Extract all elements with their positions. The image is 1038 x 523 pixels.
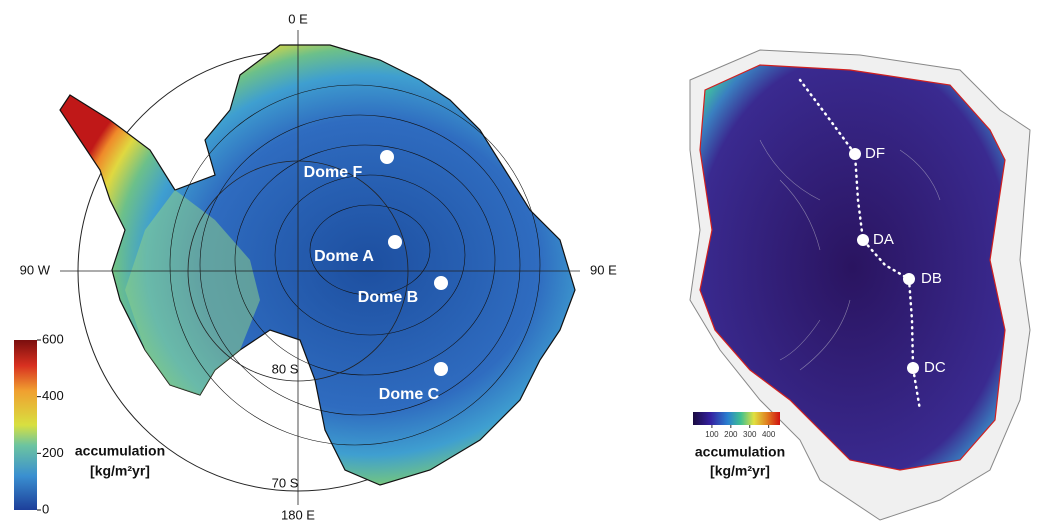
- colorbar-tick-label: 200: [42, 445, 64, 460]
- colorbar-tick-label: 400: [42, 388, 64, 403]
- colorbar-unit: [kg/m²yr]: [710, 463, 770, 479]
- site-marker: [849, 148, 861, 160]
- dome-label: Dome B: [358, 289, 418, 306]
- dome-region-map: DF DA DB DC accumulation [kg/m²yr]: [690, 50, 1030, 520]
- site-marker: [907, 362, 919, 374]
- colorbar-title: accumulation: [695, 444, 785, 460]
- colorbar: [693, 412, 780, 425]
- colorbar-tick-label: 400: [762, 430, 776, 439]
- dome-marker: [388, 235, 402, 249]
- figure: 0 E 180 E 90 W 90 E 80 S 70 S Dome F Dom…: [0, 0, 1038, 523]
- colorbar: [14, 340, 37, 510]
- accumulation-field: [700, 65, 1005, 470]
- dome-label: Dome C: [379, 386, 440, 403]
- meridian-label: 90 E: [590, 262, 617, 277]
- meridian-label: 90 W: [20, 262, 51, 277]
- dome-marker: [434, 276, 448, 290]
- colorbar-tick-label: 100: [705, 430, 719, 439]
- site-label: DF: [865, 145, 885, 162]
- colorbar-tick-label: 0: [42, 501, 49, 516]
- latitude-label: 80 S: [272, 361, 299, 376]
- site-marker: [903, 273, 915, 285]
- colorbar-title: accumulation: [75, 443, 165, 459]
- dome-label: Dome F: [304, 164, 363, 181]
- colorbar-tick-label: 200: [724, 430, 738, 439]
- dome-label: Dome A: [314, 248, 374, 265]
- colorbar-unit: [kg/m²yr]: [90, 463, 150, 479]
- site-marker: [857, 234, 869, 246]
- meridian-label: 180 E: [281, 507, 315, 522]
- antarctica-map: 0 E 180 E 90 W 90 E 80 S 70 S Dome F Dom…: [14, 11, 617, 522]
- dome-marker: [380, 150, 394, 164]
- site-label: DC: [924, 359, 946, 376]
- site-label: DB: [921, 270, 942, 287]
- site-label: DA: [873, 231, 894, 248]
- dome-marker: [434, 362, 448, 376]
- latitude-label: 70 S: [272, 475, 299, 490]
- colorbar-tick-label: 600: [42, 331, 64, 346]
- colorbar-tick-label: 300: [743, 430, 757, 439]
- meridian-label: 0 E: [288, 11, 308, 26]
